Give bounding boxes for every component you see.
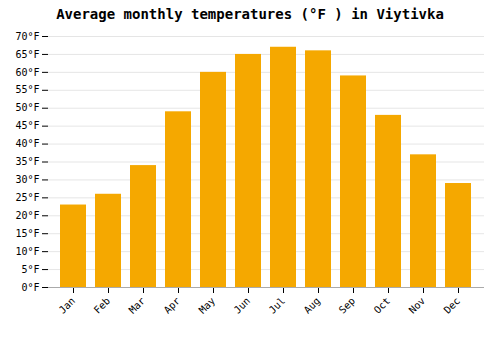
svg-text:5°F: 5°F (21, 264, 39, 275)
svg-text:70°F: 70°F (15, 31, 39, 42)
svg-text:65°F: 65°F (15, 49, 39, 60)
svg-text:May: May (197, 295, 218, 316)
svg-text:0°F: 0°F (21, 282, 39, 293)
svg-text:Jun: Jun (232, 295, 253, 316)
svg-text:45°F: 45°F (15, 120, 39, 131)
svg-text:Nov: Nov (407, 295, 428, 316)
svg-text:Mar: Mar (127, 295, 148, 316)
svg-text:Oct: Oct (372, 295, 393, 316)
svg-text:30°F: 30°F (15, 174, 39, 185)
svg-text:Jan: Jan (57, 295, 78, 316)
svg-text:Aug: Aug (302, 295, 323, 316)
svg-text:Feb: Feb (92, 295, 113, 316)
svg-text:25°F: 25°F (15, 192, 39, 203)
svg-text:15°F: 15°F (15, 228, 39, 239)
svg-text:20°F: 20°F (15, 210, 39, 221)
svg-text:60°F: 60°F (15, 67, 39, 78)
svg-text:40°F: 40°F (15, 138, 39, 149)
svg-text:Dec: Dec (442, 295, 463, 316)
svg-text:Apr: Apr (162, 295, 183, 316)
svg-text:35°F: 35°F (15, 156, 39, 167)
svg-text:55°F: 55°F (15, 84, 39, 95)
svg-text:Sep: Sep (337, 295, 358, 316)
svg-text:10°F: 10°F (15, 246, 39, 257)
html-text:Average monthly temperatures (: Average monthly temperatures (°F ) in Vi… (56, 6, 444, 22)
svg-text:50°F: 50°F (15, 102, 39, 113)
svg-text:Jul: Jul (267, 295, 288, 316)
